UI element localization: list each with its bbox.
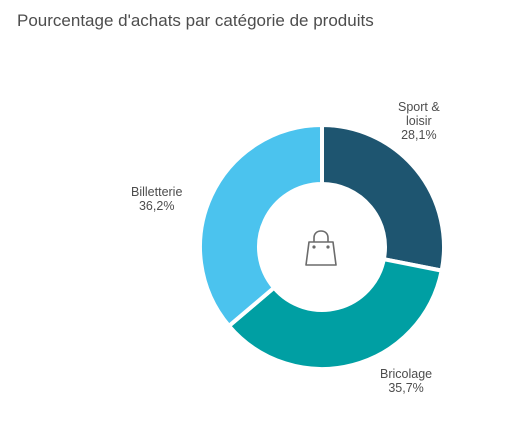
- slice-name-line: loisir: [405, 114, 432, 128]
- slice-value: 35,7%: [388, 381, 424, 395]
- donut-slice-billetterie: [198, 122, 324, 329]
- slice-label-bricolage: Bricolage 35,7%: [380, 367, 432, 395]
- chart-title: Pourcentage d'achats par catégorie de pr…: [17, 11, 374, 30]
- slice-name-line: Bricolage: [380, 367, 433, 381]
- slice-label-billetterie: Billetterie 36,2%: [131, 185, 182, 213]
- slice-name-line: Billetterie: [131, 185, 183, 199]
- slice-name-line: Sport &: [398, 100, 440, 114]
- slice-label-sport-loisir: Sport & loisir 28,1%: [398, 100, 440, 142]
- donut-slice-bricolage: [226, 256, 445, 371]
- donut-slice-sport-loisir: [320, 122, 446, 273]
- shopping-bag-icon: [305, 230, 337, 266]
- slice-value: 36,2%: [138, 199, 175, 213]
- slice-value: 28,1%: [401, 128, 437, 142]
